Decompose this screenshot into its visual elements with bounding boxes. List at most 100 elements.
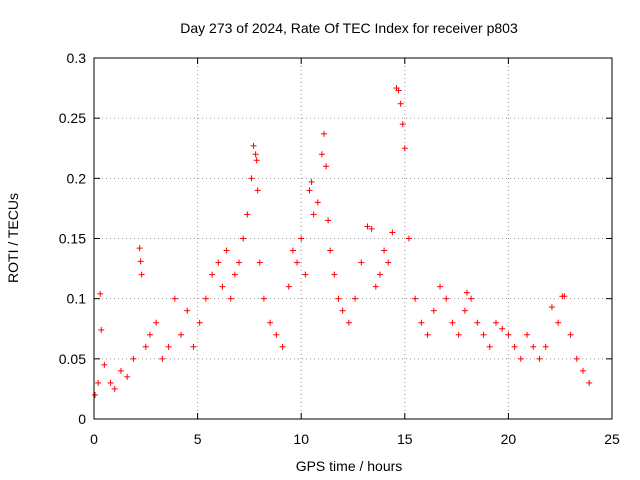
- data-points: [92, 85, 593, 398]
- data-point: [159, 355, 166, 362]
- data-point: [437, 283, 444, 290]
- data-point: [256, 259, 263, 266]
- data-point: [252, 151, 259, 158]
- data-point: [190, 343, 197, 350]
- data-point: [254, 187, 261, 194]
- data-point: [227, 295, 234, 302]
- data-point: [418, 319, 425, 326]
- data-point: [289, 247, 296, 254]
- y-tick-label: 0.05: [59, 351, 86, 367]
- data-point: [267, 319, 274, 326]
- y-tick-label: 0.15: [59, 231, 86, 247]
- data-point: [579, 367, 586, 374]
- data-point: [424, 331, 431, 338]
- x-tick-label: 5: [194, 431, 202, 447]
- data-point: [555, 319, 562, 326]
- data-point: [335, 295, 342, 302]
- data-point: [138, 271, 145, 278]
- data-point: [372, 283, 379, 290]
- data-point: [339, 307, 346, 314]
- data-point: [153, 319, 160, 326]
- data-point: [97, 290, 104, 297]
- data-point: [318, 151, 325, 158]
- data-point: [111, 385, 118, 392]
- data-point: [389, 229, 396, 236]
- data-point: [107, 379, 114, 386]
- y-axis-title: ROTI / TECUs: [5, 193, 21, 283]
- data-point: [117, 367, 124, 374]
- data-point: [231, 271, 238, 278]
- data-point: [302, 271, 309, 278]
- data-point: [323, 163, 330, 170]
- data-point: [165, 343, 172, 350]
- data-point: [101, 361, 108, 368]
- data-point: [171, 295, 178, 302]
- data-point: [461, 307, 468, 314]
- data-point: [474, 319, 481, 326]
- data-point: [443, 295, 450, 302]
- data-point: [240, 235, 247, 242]
- data-point: [352, 295, 359, 302]
- data-point: [253, 157, 260, 164]
- data-point: [146, 331, 153, 338]
- data-point: [124, 373, 131, 380]
- data-point: [463, 289, 470, 296]
- data-point: [399, 121, 406, 128]
- data-point: [358, 259, 365, 266]
- y-axis: 0 0.05 0.1 0.15 0.2 0.25 0.3: [59, 50, 612, 427]
- data-point: [248, 175, 255, 182]
- x-tick-label: 15: [397, 431, 413, 447]
- data-point: [331, 271, 338, 278]
- x-tick-label: 25: [604, 431, 620, 447]
- x-tick-label: 10: [293, 431, 309, 447]
- data-point: [308, 178, 315, 185]
- data-point: [542, 343, 549, 350]
- y-tick-label: 0.25: [59, 110, 86, 126]
- data-point: [499, 325, 506, 332]
- data-point: [219, 283, 226, 290]
- data-point: [215, 259, 222, 266]
- y-tick-label: 0.1: [67, 291, 87, 307]
- data-point: [412, 295, 419, 302]
- x-axis: 0 5 10 15 20 25: [90, 58, 620, 447]
- data-point: [397, 100, 404, 107]
- grid-lines: [94, 58, 612, 419]
- data-point: [524, 331, 531, 338]
- data-point: [314, 199, 321, 206]
- data-point: [142, 343, 149, 350]
- data-point: [294, 259, 301, 266]
- data-point: [260, 295, 267, 302]
- data-point: [136, 245, 143, 252]
- data-point: [196, 319, 203, 326]
- data-point: [548, 304, 555, 311]
- y-tick-label: 0: [78, 411, 86, 427]
- data-point: [92, 391, 99, 398]
- data-point: [364, 223, 371, 230]
- data-point: [223, 247, 230, 254]
- data-point: [178, 331, 185, 338]
- data-point: [455, 331, 462, 338]
- data-point: [430, 307, 437, 314]
- data-point: [285, 283, 292, 290]
- data-point: [306, 187, 313, 194]
- data-point: [368, 225, 375, 232]
- x-axis-title: GPS time / hours: [296, 458, 403, 474]
- data-point: [327, 247, 334, 254]
- data-point: [511, 343, 518, 350]
- y-tick-label: 0.2: [67, 170, 87, 186]
- data-point: [486, 343, 493, 350]
- data-point: [536, 355, 543, 362]
- data-point: [517, 355, 524, 362]
- data-point: [492, 319, 499, 326]
- data-point: [310, 211, 317, 218]
- data-point: [381, 247, 388, 254]
- data-point: [209, 271, 216, 278]
- data-point: [573, 355, 580, 362]
- data-point: [250, 142, 257, 149]
- data-point: [298, 235, 305, 242]
- data-point: [468, 295, 475, 302]
- data-point: [137, 258, 144, 265]
- data-point: [202, 295, 209, 302]
- data-point: [567, 331, 574, 338]
